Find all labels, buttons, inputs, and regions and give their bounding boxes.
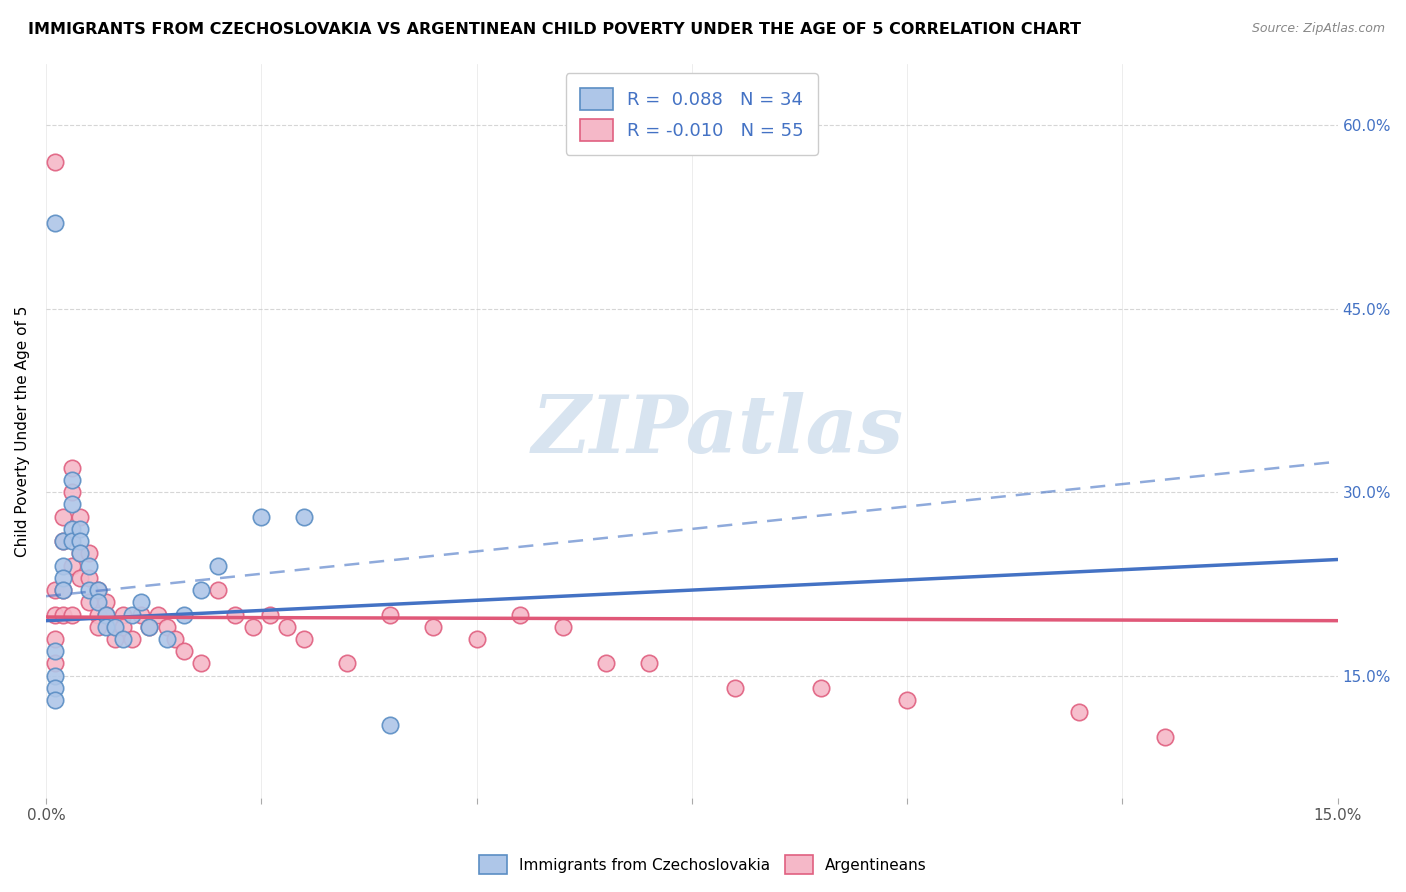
Text: IMMIGRANTS FROM CZECHOSLOVAKIA VS ARGENTINEAN CHILD POVERTY UNDER THE AGE OF 5 C: IMMIGRANTS FROM CZECHOSLOVAKIA VS ARGENT…	[28, 22, 1081, 37]
Point	[165, 632, 187, 646]
Point	[129, 595, 152, 609]
Point	[60, 558, 83, 573]
Point	[509, 607, 531, 622]
Legend: Immigrants from Czechoslovakia, Argentineans: Immigrants from Czechoslovakia, Argentin…	[472, 849, 934, 880]
Point	[276, 620, 298, 634]
Point	[207, 558, 229, 573]
Point	[60, 534, 83, 549]
Point	[129, 607, 152, 622]
Point	[60, 473, 83, 487]
Point	[146, 607, 169, 622]
Point	[60, 485, 83, 500]
Point	[224, 607, 246, 622]
Point	[52, 558, 75, 573]
Point	[86, 607, 108, 622]
Point	[52, 607, 75, 622]
Point	[104, 620, 127, 634]
Point	[86, 583, 108, 598]
Point	[292, 632, 315, 646]
Point	[44, 644, 66, 658]
Point	[69, 546, 91, 560]
Point	[60, 607, 83, 622]
Point	[551, 620, 574, 634]
Point	[121, 607, 143, 622]
Point	[44, 583, 66, 598]
Point	[69, 571, 91, 585]
Point	[250, 509, 273, 524]
Point	[44, 216, 66, 230]
Point	[1069, 706, 1091, 720]
Point	[77, 546, 100, 560]
Point	[52, 571, 75, 585]
Point	[292, 509, 315, 524]
Point	[259, 607, 281, 622]
Point	[86, 583, 108, 598]
Point	[104, 620, 127, 634]
Point	[52, 534, 75, 549]
Point	[138, 620, 160, 634]
Point	[52, 583, 75, 598]
Point	[52, 583, 75, 598]
Point	[173, 607, 195, 622]
Point	[96, 620, 118, 634]
Point	[77, 595, 100, 609]
Point	[138, 620, 160, 634]
Text: ZIPatlas: ZIPatlas	[531, 392, 904, 470]
Point	[242, 620, 264, 634]
Point	[60, 498, 83, 512]
Point	[190, 657, 212, 671]
Point	[121, 632, 143, 646]
Point	[60, 522, 83, 536]
Point	[52, 509, 75, 524]
Point	[44, 693, 66, 707]
Point	[44, 669, 66, 683]
Point	[96, 607, 118, 622]
Point	[77, 583, 100, 598]
Point	[60, 460, 83, 475]
Point	[112, 632, 135, 646]
Point	[637, 657, 659, 671]
Point	[595, 657, 617, 671]
Point	[96, 595, 118, 609]
Point	[465, 632, 488, 646]
Y-axis label: Child Poverty Under the Age of 5: Child Poverty Under the Age of 5	[15, 305, 30, 557]
Point	[86, 595, 108, 609]
Point	[336, 657, 359, 671]
Point	[380, 607, 402, 622]
Point	[52, 534, 75, 549]
Point	[810, 681, 832, 695]
Point	[69, 546, 91, 560]
Point	[77, 558, 100, 573]
Point	[190, 583, 212, 598]
Point	[422, 620, 444, 634]
Point	[104, 632, 127, 646]
Point	[69, 534, 91, 549]
Point	[724, 681, 747, 695]
Point	[44, 155, 66, 169]
Point	[896, 693, 918, 707]
Point	[207, 583, 229, 598]
Point	[112, 607, 135, 622]
Point	[44, 657, 66, 671]
Point	[155, 620, 177, 634]
Point	[69, 509, 91, 524]
Text: Source: ZipAtlas.com: Source: ZipAtlas.com	[1251, 22, 1385, 36]
Point	[1154, 730, 1177, 744]
Point	[44, 681, 66, 695]
Point	[112, 620, 135, 634]
Point	[173, 644, 195, 658]
Point	[380, 717, 402, 731]
Point	[44, 607, 66, 622]
Legend: R =  0.088   N = 34, R = -0.010   N = 55: R = 0.088 N = 34, R = -0.010 N = 55	[565, 73, 818, 155]
Point	[77, 571, 100, 585]
Point	[86, 620, 108, 634]
Point	[44, 632, 66, 646]
Point	[69, 522, 91, 536]
Point	[96, 607, 118, 622]
Point	[155, 632, 177, 646]
